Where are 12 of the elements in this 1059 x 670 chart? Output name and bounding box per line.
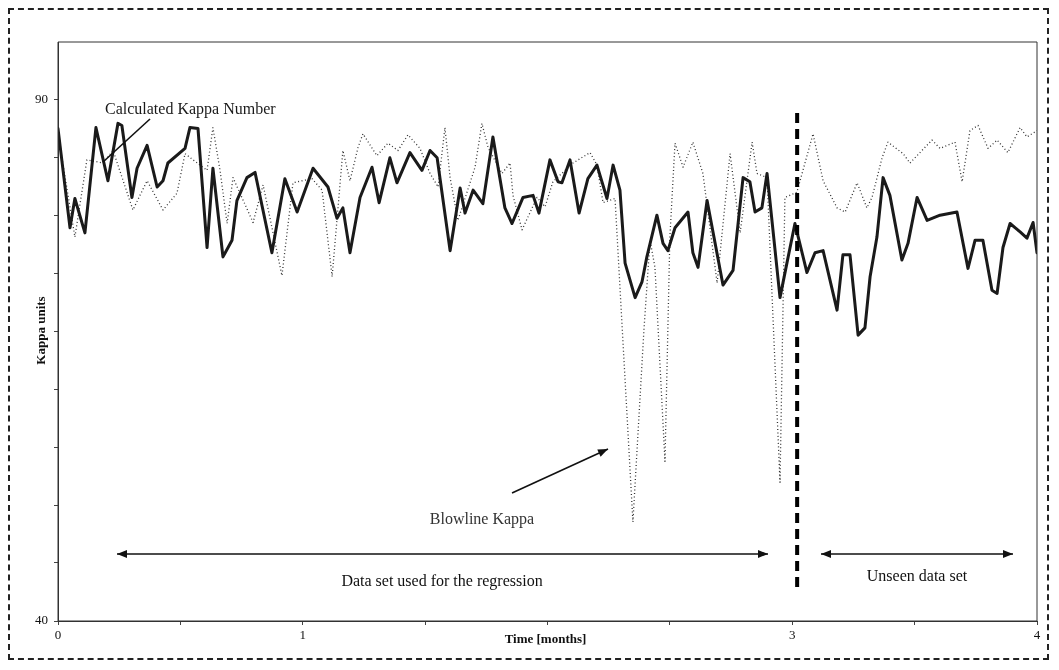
- series-label: Calculated Kappa Number: [105, 100, 277, 119]
- y-axis-title: Kappa units: [33, 296, 49, 365]
- annotation: Unseen data set: [866, 567, 968, 585]
- x-tick-label: 4: [1033, 627, 1041, 643]
- annotation: Data set used for the regression: [341, 572, 543, 591]
- x-tick-label: 1: [299, 627, 306, 643]
- text: Blowline Kappa: [429, 510, 535, 529]
- x-tick-label: 0: [54, 627, 62, 643]
- x-tick-label: 3: [789, 627, 796, 643]
- y-tick-label: 40: [35, 612, 48, 628]
- x-axis-title: Time [months]: [504, 631, 587, 647]
- y-tick-label: 90: [35, 90, 48, 106]
